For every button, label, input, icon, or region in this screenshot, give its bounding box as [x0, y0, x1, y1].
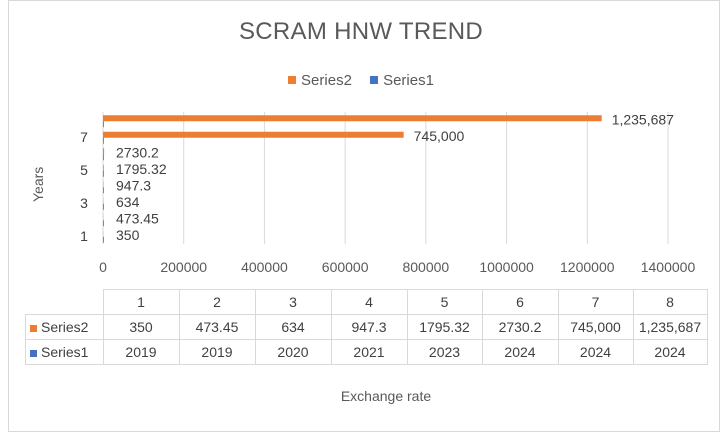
- data-table-series2-name: Series2: [41, 319, 89, 335]
- data-table-cell: 2024: [632, 339, 708, 365]
- bar-series1: [103, 236, 104, 243]
- legend-item-series1: Series1: [370, 72, 434, 89]
- data-label: 947.3: [116, 177, 151, 193]
- data-label: 473.45: [116, 210, 159, 226]
- data-label: 1795.32: [116, 161, 167, 177]
- data-table-header-cell: 6: [482, 289, 559, 315]
- x-tick-label: 1200000: [560, 259, 615, 275]
- bar-series1: [103, 220, 104, 227]
- data-table-cell: 2730.2: [481, 314, 559, 340]
- data-table-cell: 2019: [178, 339, 256, 365]
- data-table-cell: 634: [254, 314, 332, 340]
- legend-item-series2: Series2: [288, 72, 352, 89]
- data-table-row-series2: Series2 350 473.45 634 947.3 1795.32 2730.2 74…: [25, 314, 708, 340]
- data-table-cell: 2024: [481, 339, 559, 365]
- bar-series2: [103, 131, 404, 138]
- x-tick-label: 600000: [322, 259, 369, 275]
- y-tick-label: 3: [80, 195, 88, 211]
- x-tick-label: 0: [99, 259, 107, 275]
- data-label: 634: [116, 194, 140, 210]
- data-table-header-cell: 3: [255, 289, 332, 315]
- data-label: 745,000: [414, 128, 465, 144]
- bar-series2: [103, 148, 105, 155]
- bar-series1: [103, 137, 104, 144]
- x-tick-label: 800000: [402, 259, 449, 275]
- bar-series1: [103, 121, 104, 128]
- y-tick-label: 7: [80, 129, 88, 145]
- legend-swatch-series1: [370, 76, 379, 84]
- data-table-header-cell: 2: [179, 289, 256, 315]
- x-tick-label: 200000: [160, 259, 207, 275]
- bar-series2: [103, 115, 602, 122]
- data-table-row-label-series1: Series1: [25, 339, 104, 365]
- data-table-header-cell: 1: [103, 289, 180, 315]
- legend-swatch-series2: [288, 76, 297, 84]
- data-table-cell: 2020: [254, 339, 332, 365]
- data-table-header-cell: 4: [331, 289, 408, 315]
- data-table-swatch-series2: [30, 324, 37, 332]
- x-tick-label: 400000: [241, 259, 288, 275]
- y-tick-label: 5: [80, 162, 88, 178]
- bar-series1: [103, 187, 104, 194]
- data-table-cell: 745,000: [557, 314, 634, 340]
- data-table-swatch-series1: [30, 349, 37, 357]
- legend: Series2 Series1: [0, 71, 722, 89]
- data-table-header-cell: 8: [633, 289, 708, 315]
- data-table-cell: 2019: [102, 339, 180, 365]
- data-table-header-cell: 7: [558, 289, 634, 315]
- data-label: 1,235,687: [612, 111, 674, 127]
- data-table-cell: 2024: [557, 339, 634, 365]
- data-label: 2730.2: [116, 144, 159, 160]
- data-table-cell: 947.3: [330, 314, 408, 340]
- x-tick-label: 1000000: [479, 259, 534, 275]
- data-table-cell: 473.45: [178, 314, 256, 340]
- data-table-row-series1: Series1 2019 2019 2020 2021 2023 2024 2024 2024: [25, 339, 708, 365]
- data-table-corner: [25, 289, 104, 315]
- data-table-series1-name: Series1: [41, 344, 89, 360]
- y-tick-label: 1: [80, 228, 88, 244]
- data-table-cell: 2023: [406, 339, 483, 365]
- legend-label-series2: Series2: [301, 71, 352, 89]
- data-table-header-cell: 5: [407, 289, 483, 315]
- bar-series1: [103, 203, 104, 210]
- x-tick-label: 1400000: [641, 259, 696, 275]
- legend-label-series1: Series1: [383, 71, 434, 89]
- bar-series1: [103, 154, 104, 161]
- bar-series2: [103, 164, 104, 171]
- data-table-row-label-series2: Series2: [25, 314, 104, 340]
- chart-title: SCRAM HNW TREND: [238, 18, 484, 45]
- data-table-cell: 1795.32: [406, 314, 483, 340]
- data-label: 350: [116, 227, 140, 243]
- data-table-cell: 2021: [330, 339, 408, 365]
- x-axis-label: Exchange rate: [340, 388, 432, 404]
- data-table-cell: 1,235,687: [632, 314, 708, 340]
- bar-series1: [103, 170, 104, 177]
- data-table-cell: 350: [102, 314, 180, 340]
- plot-area: 0 200000 400000 600000 800000 1000000 1200000 1…: [80, 111, 696, 275]
